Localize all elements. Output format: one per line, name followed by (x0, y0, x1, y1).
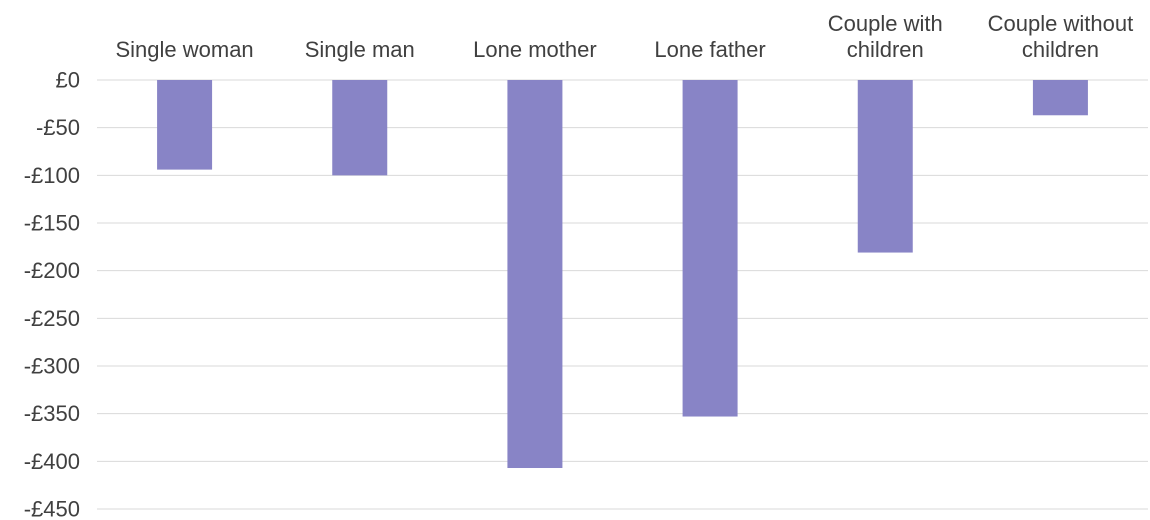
x-category-label-line: Couple without (988, 11, 1134, 36)
y-tick-label: -£350 (24, 401, 80, 426)
x-category-label: Single woman (115, 37, 253, 62)
bar (1032, 80, 1088, 116)
bar (857, 80, 913, 253)
y-tick-label: -£200 (24, 258, 80, 283)
y-tick-label: -£100 (24, 163, 80, 188)
x-category-label-line: Lone father (654, 37, 765, 62)
x-category-label: Single man (305, 37, 415, 62)
x-category-label-line: Couple with (828, 11, 943, 36)
y-tick-label: -£50 (36, 115, 80, 140)
bar (157, 80, 213, 170)
y-tick-label: £0 (56, 68, 80, 93)
x-category-label-line: Single man (305, 37, 415, 62)
x-category-label: Couple without children (988, 11, 1134, 62)
y-axis: £0 -£50 -£100 -£150 -£200 -£250 -£300 -£350 -£40… (24, 68, 80, 520)
x-category-label: Lone father (654, 37, 765, 62)
bars (157, 80, 1088, 469)
bar (332, 80, 388, 176)
x-category-label-line: Single woman (115, 37, 253, 62)
x-category-label: Couple with children (828, 11, 943, 62)
y-tick-label: -£400 (24, 449, 80, 474)
x-category-label-line: children (1022, 37, 1099, 62)
y-tick-label: -£150 (24, 211, 80, 236)
gridlines (97, 79, 1148, 510)
y-tick-label: -£300 (24, 354, 80, 379)
y-tick-label: -£450 (24, 497, 80, 520)
y-tick-label: -£250 (24, 306, 80, 331)
x-category-label: Lone mother (473, 37, 597, 62)
x-category-label-line: Lone mother (473, 37, 597, 62)
bar (682, 80, 738, 417)
x-axis-categories: Single woman Single man Lone mother Lone fa… (115, 11, 1133, 62)
x-category-label-line: children (847, 37, 924, 62)
bar (507, 80, 563, 469)
